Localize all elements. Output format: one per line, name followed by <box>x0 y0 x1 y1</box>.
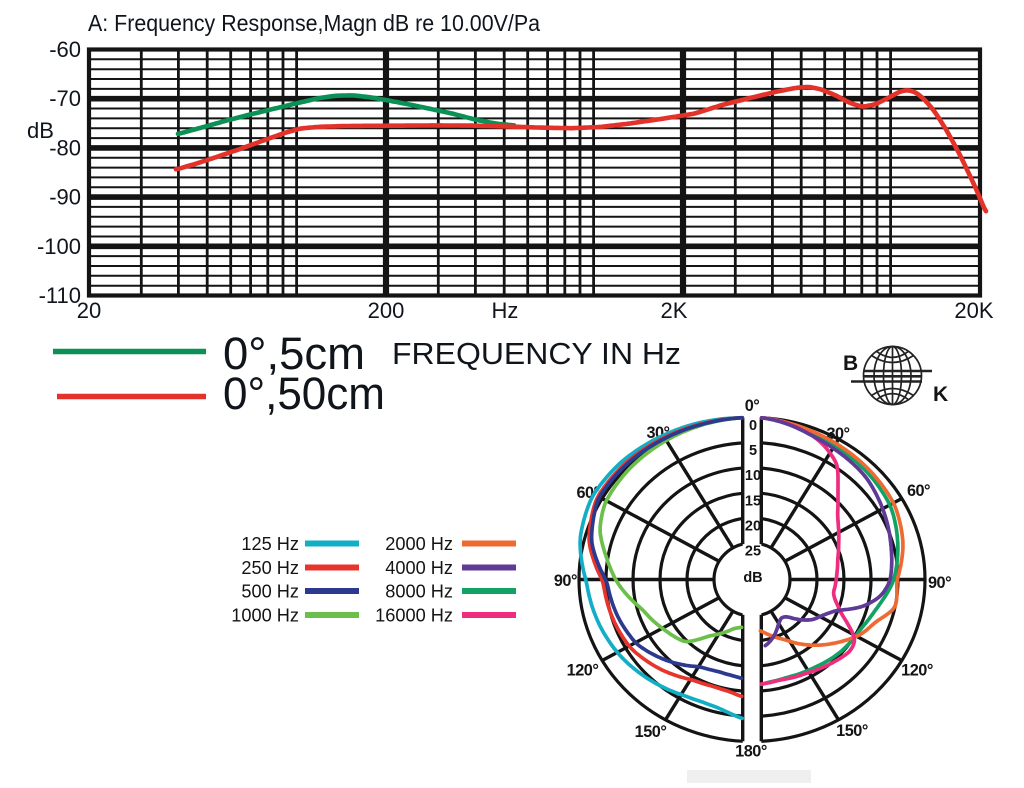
svg-text:4000 Hz: 4000 Hz <box>385 558 453 578</box>
svg-text:20K: 20K <box>954 298 993 323</box>
svg-text:5: 5 <box>749 443 757 459</box>
svg-text:125 Hz: 125 Hz <box>241 534 299 554</box>
svg-text:25: 25 <box>745 544 761 560</box>
svg-text:-80: -80 <box>49 135 81 160</box>
svg-text:dB: dB <box>27 118 54 143</box>
svg-text:30°: 30° <box>826 425 849 443</box>
svg-text:180°: 180° <box>735 743 767 761</box>
svg-text:120°: 120° <box>567 662 599 680</box>
svg-text:60°: 60° <box>576 484 599 502</box>
svg-text:150°: 150° <box>836 722 868 740</box>
svg-text:0°,5cm: 0°,5cm <box>223 328 365 379</box>
svg-text:500 Hz: 500 Hz <box>241 582 299 602</box>
svg-text:0: 0 <box>749 418 757 434</box>
svg-text:1000 Hz: 1000 Hz <box>231 606 299 626</box>
svg-text:150°: 150° <box>635 723 667 741</box>
svg-text:0°: 0° <box>745 397 760 415</box>
svg-text:16000 Hz: 16000 Hz <box>375 606 453 626</box>
svg-text:200: 200 <box>368 298 405 323</box>
svg-text:90°: 90° <box>928 574 951 592</box>
svg-text:A: Frequency Response,Magn dB: A: Frequency Response,Magn dB re 10.00V/… <box>88 10 541 36</box>
svg-text:90°: 90° <box>554 572 577 590</box>
svg-text:15: 15 <box>745 493 761 509</box>
svg-text:-70: -70 <box>49 86 81 111</box>
svg-text:8000 Hz: 8000 Hz <box>385 582 453 602</box>
svg-text:2000 Hz: 2000 Hz <box>385 534 453 554</box>
svg-text:Hz: Hz <box>492 298 519 323</box>
svg-text:K: K <box>933 383 948 406</box>
svg-text:-90: -90 <box>49 185 81 210</box>
svg-text:FREQUENCY IN Hz: FREQUENCY IN Hz <box>392 336 681 371</box>
svg-text:20: 20 <box>77 298 101 323</box>
svg-text:20: 20 <box>745 518 761 534</box>
svg-text:-110: -110 <box>39 283 81 308</box>
svg-text:-100: -100 <box>37 234 81 259</box>
svg-text:0°,50cm: 0°,50cm <box>223 368 385 419</box>
svg-text:120°: 120° <box>901 662 933 680</box>
svg-text:60°: 60° <box>907 482 930 500</box>
svg-text:10: 10 <box>745 468 761 484</box>
svg-text:dB: dB <box>743 570 762 586</box>
svg-text:B: B <box>843 352 858 375</box>
svg-text:250 Hz: 250 Hz <box>241 558 299 578</box>
svg-text:-60: -60 <box>49 37 81 62</box>
svg-text:2K: 2K <box>661 298 688 323</box>
